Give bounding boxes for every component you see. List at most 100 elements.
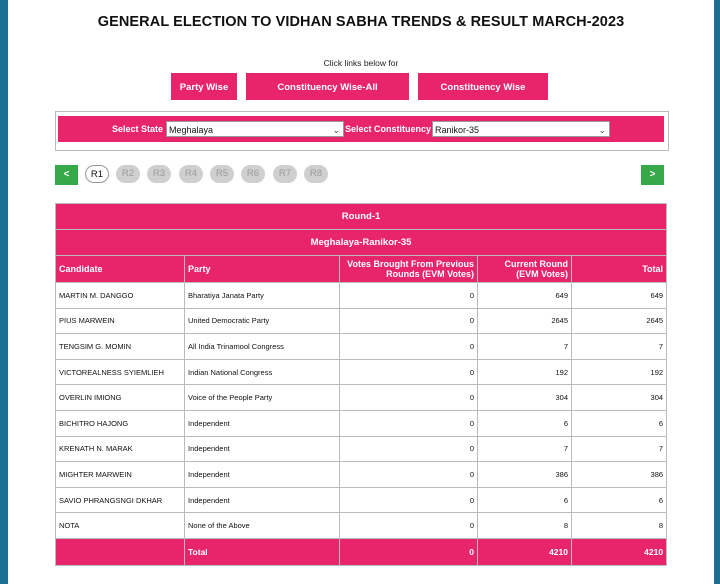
constituency-select-label: Select Constituency — [345, 124, 432, 134]
round-tab-r8[interactable]: R8 — [304, 165, 328, 183]
votes-current: 192 — [477, 358, 572, 386]
total-column-header: Total — [570, 255, 668, 283]
page-title: GENERAL ELECTION TO VIDHAN SABHA TRENDS … — [97, 14, 625, 30]
votes-prev: 0 — [339, 512, 478, 539]
candidate-name: MIGHTER MARWEIN — [55, 461, 185, 488]
constituency-title: Meghalaya-Ranikor-35 — [54, 229, 668, 256]
votes-current: 649 — [477, 282, 572, 309]
votes-current: 8 — [477, 512, 572, 539]
votes-total: 304 — [570, 384, 668, 411]
chevron-down-icon: ⌄ — [332, 125, 340, 135]
votes-prev: 0 — [339, 486, 478, 514]
table-row: PIUS MARWEIN United Democratic Party 0 2… — [55, 307, 668, 335]
total-votes-prev: 0 — [339, 537, 478, 566]
total-label: Total — [184, 537, 340, 566]
votes-current: 304 — [477, 384, 572, 411]
votes-prev: 0 — [339, 409, 478, 437]
party-name: Bharatiya Janata Party — [184, 282, 340, 309]
candidate-name: NOTA — [55, 512, 185, 539]
candidate-name: TENGSIM G. MOMIN — [55, 333, 185, 360]
candidate-name: PIUS MARWEIN — [55, 307, 185, 335]
party-name: All India Trinamool Congress — [184, 333, 340, 360]
prev-round-button[interactable]: < — [55, 165, 78, 185]
votes-total: 7 — [570, 333, 668, 360]
votes-total: 2645 — [570, 307, 668, 335]
party-name: None of the Above — [184, 512, 340, 539]
round-tab-r4[interactable]: R4 — [179, 165, 203, 183]
candidate-name: OVERLIN IMIONG — [55, 384, 185, 411]
table-row: BICHITRO HAJONG Independent 0 6 6 — [55, 409, 668, 437]
votes-total: 6 — [570, 409, 668, 437]
party-wise-button[interactable]: Party Wise — [171, 73, 237, 100]
party-name: United Democratic Party — [184, 307, 340, 335]
next-round-button[interactable]: > — [641, 165, 664, 185]
votes-prev: 0 — [339, 358, 478, 386]
votes-current: 386 — [477, 461, 572, 488]
party-name: Independent — [184, 409, 340, 437]
candidate-name: VICTOREALNESS SYIEMLIEH — [55, 358, 185, 386]
round-tab-r1[interactable]: R1 — [85, 165, 109, 183]
round-tab-r3[interactable]: R3 — [147, 165, 171, 183]
votes-current: 6 — [477, 486, 572, 514]
votes-total: 7 — [570, 435, 668, 463]
selector-bar: Select State Meghalaya ⌄ Select Constitu… — [58, 116, 664, 142]
table-row: VICTOREALNESS SYIEMLIEH Indian National … — [55, 358, 668, 386]
table-row: MARTIN M. DANGGO Bharatiya Janata Party … — [55, 282, 668, 309]
votes-current: 7 — [477, 435, 572, 463]
constituency-select-value: Ranikor-35 — [435, 125, 480, 135]
votes-prev: 0 — [339, 282, 478, 309]
column-header-row: Candidate Party Votes Brought From Previ… — [55, 255, 668, 283]
round-title: Round-1 — [54, 203, 668, 230]
total-row: Total 0 4210 4210 — [55, 537, 668, 566]
candidate-name: SAVIO PHRANGSNGI DKHAR — [55, 486, 185, 514]
round-header-row: Round-1 — [54, 203, 668, 230]
round-tab-r7[interactable]: R7 — [273, 165, 297, 183]
results-rows: MARTIN M. DANGGO Bharatiya Janata Party … — [55, 282, 668, 539]
party-name: Voice of the People Party — [184, 384, 340, 411]
votes-current: 2645 — [477, 307, 572, 335]
votes-total: 192 — [570, 358, 668, 386]
selector-panel: Select State Meghalaya ⌄ Select Constitu… — [55, 111, 669, 151]
party-name: Independent — [184, 486, 340, 514]
party-name: Indian National Congress — [184, 358, 340, 386]
constituency-select[interactable]: Ranikor-35 ⌄ — [432, 121, 610, 137]
votes-prev-column-header: Votes Brought From Previous Rounds (EVM … — [339, 255, 478, 283]
chevron-down-icon: ⌄ — [598, 125, 606, 135]
round-tab-r6[interactable]: R6 — [241, 165, 265, 183]
total-votes-total: 4210 — [570, 537, 668, 566]
constituency-all-candidates-button[interactable]: Constituency Wise-All Candidates — [246, 73, 409, 120]
table-row: OVERLIN IMIONG Voice of the People Party… — [55, 384, 668, 411]
party-name: Independent — [184, 461, 340, 488]
votes-prev: 0 — [339, 384, 478, 411]
votes-prev: 0 — [339, 307, 478, 335]
votes-total: 6 — [570, 486, 668, 514]
round-tab-r5[interactable]: R5 — [210, 165, 234, 183]
state-select[interactable]: Meghalaya ⌄ — [166, 121, 344, 137]
total-votes-current: 4210 — [477, 537, 572, 566]
candidate-name: MARTIN M. DANGGO — [55, 282, 185, 309]
votes-total: 649 — [570, 282, 668, 309]
round-tab-r2[interactable]: R2 — [116, 165, 140, 183]
party-column-header: Party — [184, 255, 340, 283]
results-table: Round-1 Meghalaya-Ranikor-35 Candidate P… — [54, 203, 668, 566]
table-row: KRENATH N. MARAK Independent 0 7 7 — [55, 435, 668, 463]
votes-prev: 0 — [339, 461, 478, 488]
constituency-header-row: Meghalaya-Ranikor-35 — [54, 229, 668, 256]
state-select-value: Meghalaya — [169, 125, 214, 135]
current-round-column-header: Current Round (EVM Votes) — [477, 255, 572, 283]
table-row: SAVIO PHRANGSNGI DKHAR Independent 0 6 6 — [55, 486, 668, 514]
click-links-note: Click links below for — [323, 58, 399, 68]
total-row-empty-cell — [55, 537, 185, 566]
table-row: MIGHTER MARWEIN Independent 0 386 386 — [55, 461, 668, 488]
party-name: Independent — [184, 435, 340, 463]
table-row: NOTA None of the Above 0 8 8 — [55, 512, 668, 539]
votes-prev: 0 — [339, 435, 478, 463]
candidate-name: BICHITRO HAJONG — [55, 409, 185, 437]
constituency-trends-button[interactable]: Constituency Wise Trends — [418, 73, 548, 120]
state-select-label: Select State — [112, 124, 164, 134]
votes-current: 7 — [477, 333, 572, 360]
votes-total: 386 — [570, 461, 668, 488]
candidate-name: KRENATH N. MARAK — [55, 435, 185, 463]
table-row: TENGSIM G. MOMIN All India Trinamool Con… — [55, 333, 668, 360]
votes-current: 6 — [477, 409, 572, 437]
